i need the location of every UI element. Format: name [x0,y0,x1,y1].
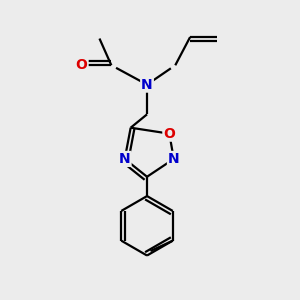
Text: O: O [76,58,88,72]
Text: N: N [119,152,130,166]
Text: N: N [168,152,180,166]
Text: O: O [164,127,175,141]
Text: N: N [141,78,153,92]
